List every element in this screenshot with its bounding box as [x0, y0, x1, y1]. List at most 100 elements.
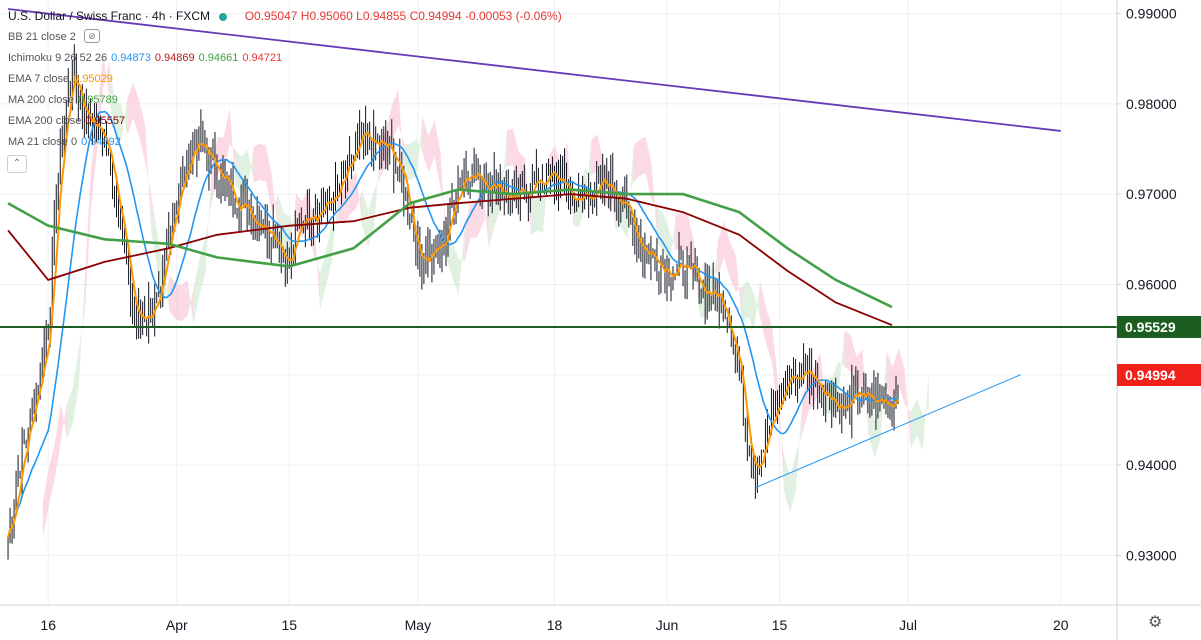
time-tick-label: 20 — [1053, 617, 1069, 633]
ichimoku-cloud-segment — [187, 279, 194, 326]
price-tick-label: 0.94000 — [1126, 457, 1177, 473]
ichimoku-cloud-segment — [265, 145, 272, 212]
gear-icon[interactable]: ⚙ — [1148, 614, 1163, 631]
ichimoku-cloud-segment — [247, 146, 254, 187]
ichimoku-cloud-segment — [452, 242, 459, 295]
ichimoku-cloud-segment — [729, 241, 736, 292]
ohlc-open: O0.95047 — [244, 9, 298, 23]
ichimoku-cloud-segment — [681, 213, 688, 251]
ichimoku-cloud-segment — [754, 281, 761, 330]
ichimoku-cloud-segment — [645, 136, 652, 200]
ichimoku-cloud-segment — [820, 353, 827, 415]
ichimoku-cloud-segment — [253, 143, 260, 183]
ichimoku-cloud-segment — [42, 468, 49, 538]
ichimoku-cloud-segment — [741, 280, 749, 323]
indicator-value: 0.94721 — [242, 52, 283, 64]
ichimoku-cloud-segment — [320, 249, 327, 310]
ichimoku-cloud-segment — [440, 152, 447, 259]
price-tick-label: 0.96000 — [1126, 276, 1177, 292]
indicator-row[interactable]: BB 21 close 2 — [8, 27, 562, 48]
time-tick-label: 16 — [40, 617, 56, 633]
indicator-label: Ichimoku 9 26 52 26 — [8, 52, 108, 64]
ichimoku-cloud-segment — [482, 187, 489, 248]
ichimoku-cloud-segment — [922, 372, 929, 451]
ichimoku-cloud-segment — [717, 221, 724, 277]
ohlc-high: H0.95060 — [300, 9, 353, 23]
indicator-value: 0.95029 — [73, 73, 113, 85]
ichimoku-cloud-segment — [91, 113, 98, 207]
ichimoku-cloud-segment — [838, 330, 845, 398]
ichimoku-cloud-segment — [772, 326, 779, 420]
indicator-label: MA 200 close — [8, 94, 75, 106]
ichimoku-cloud-segment — [163, 270, 170, 312]
ichimoku-cloud-segment — [506, 128, 513, 167]
ichimoku-cloud-segment — [675, 213, 682, 250]
indicator-row[interactable]: MA 21 close 0 0.94892 — [8, 132, 562, 153]
indicator-label: BB 21 close 2 — [8, 31, 76, 43]
ichimoku-cloud-segment — [723, 221, 730, 278]
ichimoku-cloud-segment — [898, 348, 905, 405]
ichimoku-cloud-segment — [458, 225, 465, 295]
indicator-value: 0.94892 — [81, 136, 121, 148]
price-tick-label: 0.98000 — [1126, 96, 1177, 112]
time-tick-label: 15 — [772, 617, 788, 633]
ichimoku-cloud-segment — [368, 189, 375, 247]
ichimoku-cloud-segment — [103, 53, 110, 98]
ichimoku-cloud-segment — [314, 220, 321, 310]
chart-legend: U.S. Dollar / Swiss Franc · 4h · FXCM O0… — [8, 6, 562, 153]
ichimoku-cloud-segment — [464, 201, 471, 262]
indicator-list: BB 21 close 2 Ichimoku 9 26 52 26 0.94873 0… — [8, 27, 562, 153]
ichimoku-cloud-segment — [289, 193, 296, 254]
ichimoku-cloud-segment — [157, 233, 164, 307]
ichimoku-cloud-segment — [127, 82, 134, 136]
price-tick-label: 0.99000 — [1126, 6, 1177, 22]
horizontal-level-price-tag: 0.95529 — [1117, 315, 1201, 338]
ichimoku-cloud-segment — [760, 281, 767, 344]
ichimoku-cloud-segment — [904, 368, 911, 449]
indicator-label: EMA 7 close — [8, 73, 70, 85]
ichimoku-cloud-segment — [133, 82, 140, 137]
price-tick-label: 0.97000 — [1126, 186, 1177, 202]
indicator-value: 0.94661 — [198, 52, 239, 64]
ichimoku-cloud-segment — [796, 398, 803, 489]
ichimoku-cloud-segment — [410, 139, 417, 180]
ichimoku-cloud-segment — [663, 213, 670, 268]
ichimoku-cloud-segment — [512, 128, 519, 189]
ema200-line — [7, 193, 893, 326]
ema7-line — [7, 79, 899, 538]
ohlc-values: O0.95047 H0.95060 L0.94855 C0.94994 -0.0… — [245, 9, 562, 23]
ichimoku-cloud-segment — [434, 119, 441, 189]
indicator-label: EMA 200 close — [8, 115, 82, 127]
ichimoku-cloud-segment — [199, 236, 206, 295]
ichimoku-cloud-segment — [205, 167, 212, 273]
ma21-line — [7, 110, 899, 538]
time-tick-label: May — [405, 617, 431, 633]
ichimoku-cloud-segment — [591, 134, 598, 176]
ichimoku-cloud-segment — [115, 102, 122, 141]
market-status-icon — [219, 12, 228, 21]
ichimoku-cloud-segment — [283, 212, 290, 254]
ichimoku-cloud-segment — [735, 255, 742, 323]
eye-hidden-icon[interactable]: ⊘ — [84, 29, 100, 43]
ichimoku-cloud-segment — [910, 398, 917, 449]
ichimoku-cloud-segment — [748, 280, 755, 330]
descending-trendline — [7, 8, 1061, 132]
ichimoku-cloud-segment — [85, 170, 92, 310]
indicator-row[interactable]: MA 200 close 0.95789 — [8, 90, 562, 111]
indicator-row[interactable]: EMA 7 close 0.95029 — [8, 69, 562, 90]
ichimoku-cloud-segment — [633, 139, 640, 182]
indicator-row[interactable]: Ichimoku 9 26 52 26 0.94873 0.94869 0.94661… — [8, 48, 562, 69]
ichimoku-cloud-segment — [223, 107, 230, 174]
ichimoku-cloud-segment — [651, 163, 658, 245]
collapse-legend-icon[interactable]: ⌃ — [7, 155, 27, 173]
ichimoku-cloud-segment — [886, 350, 893, 404]
ichimoku-cloud-segment — [374, 141, 381, 226]
ichimoku-cloud-segment — [916, 398, 923, 451]
ichimoku-cloud-segment — [428, 119, 435, 173]
ohlc-close: C0.94994 — [409, 9, 462, 23]
ohlc-low: L0.94855 — [356, 9, 407, 23]
indicator-row[interactable]: EMA 200 close 0.95557 — [8, 111, 562, 132]
price-tick-label: 0.93000 — [1126, 547, 1177, 563]
time-tick-label: 18 — [547, 617, 563, 633]
